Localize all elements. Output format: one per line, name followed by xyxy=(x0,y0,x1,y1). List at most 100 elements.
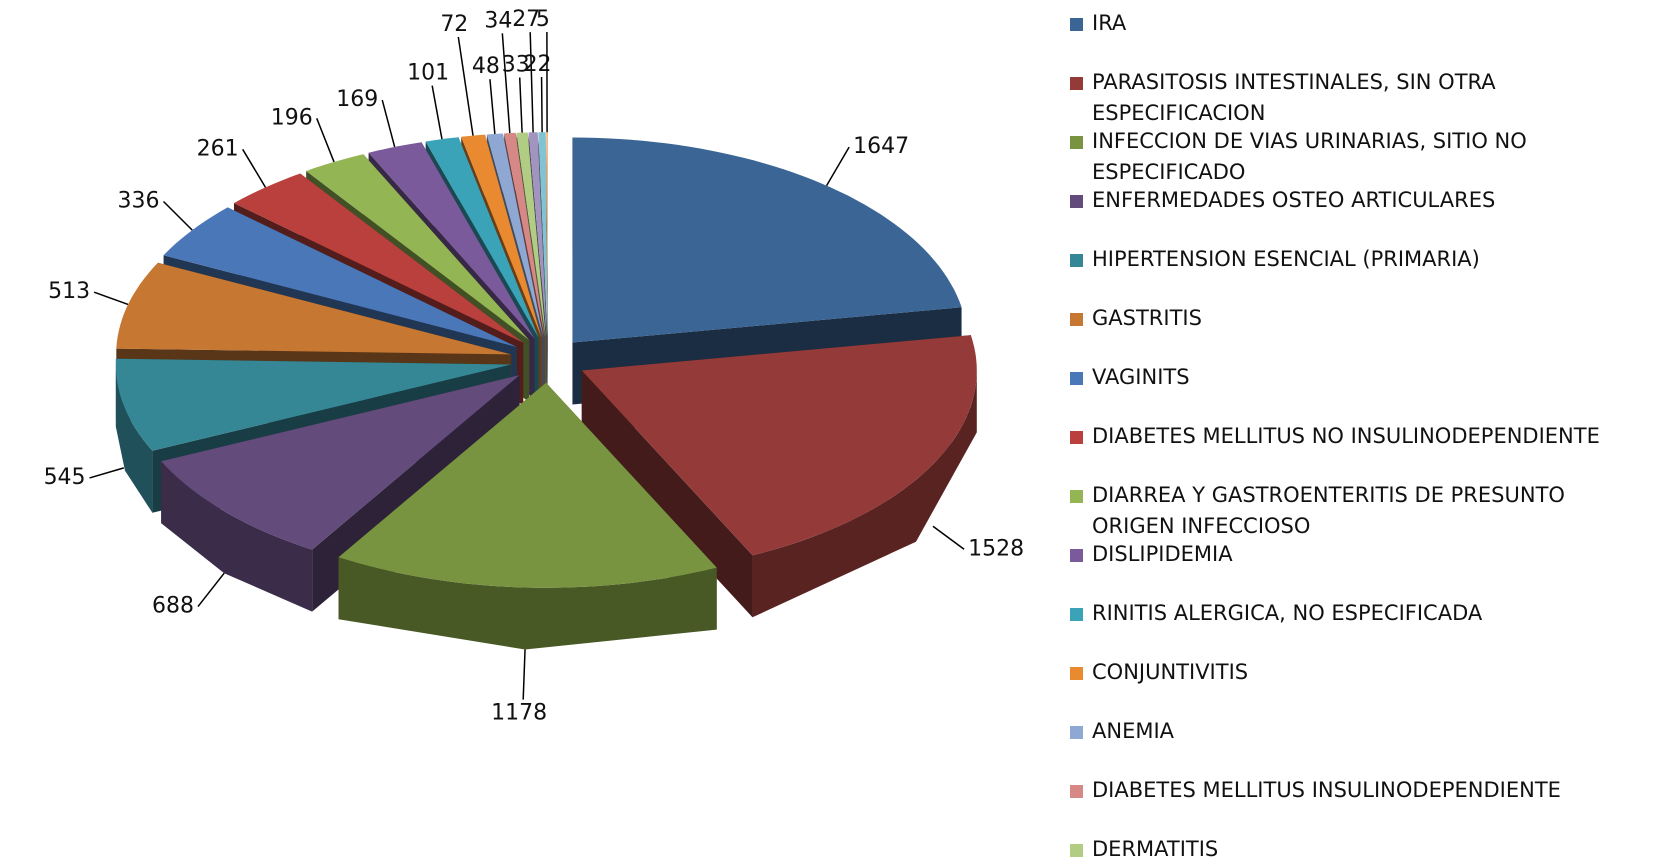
leader-line xyxy=(457,36,474,136)
data-label: 169 xyxy=(336,87,378,112)
slice xyxy=(528,132,547,338)
data-label: 48 xyxy=(472,54,500,79)
legend-item: VAGINITS xyxy=(1070,362,1650,421)
legend-item: CONJUNTIVITIS xyxy=(1070,657,1650,716)
slice xyxy=(504,132,545,338)
legend-swatch xyxy=(1070,726,1083,739)
legend-label: DERMATITIS xyxy=(1092,837,1219,861)
leader-line xyxy=(522,649,526,700)
legend-swatch xyxy=(1070,18,1083,31)
legend-swatch xyxy=(1070,254,1083,267)
legend-item: GASTRITIS xyxy=(1070,303,1650,362)
slice xyxy=(572,137,962,343)
legend-item: DIABETES MELLITUS NO INSULINODEPENDIENTE xyxy=(1070,421,1650,480)
legend-label: ANEMIA xyxy=(1092,719,1175,743)
data-label: 72 xyxy=(440,12,468,37)
slice xyxy=(516,132,546,338)
leader-line xyxy=(89,467,125,479)
slice-side xyxy=(161,461,313,612)
slice xyxy=(368,142,535,339)
legend-swatch xyxy=(1070,431,1083,444)
legend-swatch xyxy=(1070,608,1083,621)
data-label: 1178 xyxy=(491,701,547,726)
slice xyxy=(546,132,548,338)
legend-label: ENFERMEDADES OSTEO ARTICULARES xyxy=(1092,188,1496,212)
legend-label: DIABETES MELLITUS INSULINODEPENDIENTE xyxy=(1092,778,1561,802)
legend-label: RINITIS ALERGICA, NO ESPECIFICADA xyxy=(1092,601,1483,625)
data-label: 1647 xyxy=(853,134,909,159)
data-label: 5 xyxy=(536,7,550,32)
tops xyxy=(115,132,977,588)
data-label: 101 xyxy=(407,61,449,86)
legend-swatch xyxy=(1070,195,1083,208)
slice xyxy=(538,132,548,338)
legend-swatch xyxy=(1070,667,1083,680)
data-label: 688 xyxy=(152,594,194,619)
legend-item: ANEMIA xyxy=(1070,716,1650,775)
leader-line xyxy=(540,77,543,133)
slice xyxy=(338,382,717,588)
legend-swatch xyxy=(1070,136,1083,149)
legend-label: IRA xyxy=(1092,11,1127,35)
leader-line xyxy=(381,99,396,148)
slice-wall xyxy=(581,370,753,618)
slice xyxy=(425,137,539,338)
legend-item: ENFERMEDADES OSTEO ARTICULARES xyxy=(1070,185,1650,244)
legend-label: GASTRITIS xyxy=(1092,306,1202,330)
data-label: 336 xyxy=(118,189,160,214)
leader-line xyxy=(489,79,496,134)
leader-line xyxy=(518,77,523,133)
slice-side xyxy=(338,557,717,650)
leader-line xyxy=(529,32,534,133)
leader-line xyxy=(825,146,850,186)
data-label: 196 xyxy=(271,105,313,130)
data-label: 34 xyxy=(484,8,512,33)
leader-line xyxy=(431,85,443,140)
leader-line xyxy=(242,148,267,188)
leader-line xyxy=(501,33,511,134)
slice xyxy=(461,134,542,338)
slice-side xyxy=(752,370,977,618)
legend-swatch xyxy=(1070,313,1083,326)
legend-label: PARASITOSIS INTESTINALES, SIN OTRA ESPEC… xyxy=(1092,70,1496,125)
legend-item: PARASITOSIS INTESTINALES, SIN OTRA ESPEC… xyxy=(1070,67,1650,126)
legend-item: DISLIPIDEMIA xyxy=(1070,539,1650,598)
legend-label: DISLIPIDEMIA xyxy=(1092,542,1233,566)
legend-item: RINITIS ALERGICA, NO ESPECIFICADA xyxy=(1070,598,1650,657)
slice xyxy=(163,207,517,348)
leader-line xyxy=(162,200,193,231)
slice xyxy=(486,133,544,338)
legend-item: INFECCION DE VIAS URINARIAS, SITIO NO ES… xyxy=(1070,126,1650,185)
slice xyxy=(306,154,530,341)
legend-swatch xyxy=(1070,549,1083,562)
slice xyxy=(234,173,524,343)
legend-swatch xyxy=(1070,844,1083,857)
labels: 1647 1528 1178 688 545 513 336 261 196 169 101 7248… xyxy=(44,7,1025,726)
legend-label: CONJUNTIVITIS xyxy=(1092,660,1249,684)
data-label: 261 xyxy=(197,136,239,161)
legend-item: DERMATITIS xyxy=(1070,834,1650,862)
legend-label: INFECCION DE VIAS URINARIAS, SITIO NO ES… xyxy=(1092,129,1527,184)
legend-label: HIPERTENSION ESENCIAL (PRIMARIA) xyxy=(1092,247,1480,271)
data-label: 513 xyxy=(48,279,90,304)
legend-item: DIABETES MELLITUS INSULINODEPENDIENTE xyxy=(1070,775,1650,834)
slice-wall xyxy=(546,132,548,400)
legend-swatch xyxy=(1070,785,1083,798)
legend-label: DIABETES MELLITUS NO INSULINODEPENDIENTE xyxy=(1092,424,1600,448)
legend-swatch xyxy=(1070,490,1083,503)
legend-item: HIPERTENSION ESENCIAL (PRIMARIA) xyxy=(1070,244,1650,303)
slice-side xyxy=(115,364,153,513)
leader-line xyxy=(316,118,335,163)
leader-line xyxy=(197,572,225,607)
legend-swatch xyxy=(1070,77,1083,90)
slice xyxy=(161,375,520,550)
legend-item: IRA xyxy=(1070,8,1650,67)
data-label: 1528 xyxy=(968,536,1024,561)
slice xyxy=(116,262,512,355)
legend-swatch xyxy=(1070,372,1083,385)
legend-item: DIARREA Y GASTROENTERITIS DE PRESUNTO OR… xyxy=(1070,480,1650,539)
legend: IRA PARASITOSIS INTESTINALES, SIN OTRA ES… xyxy=(1070,8,1650,862)
slice xyxy=(581,335,977,556)
leader-line xyxy=(932,525,965,550)
